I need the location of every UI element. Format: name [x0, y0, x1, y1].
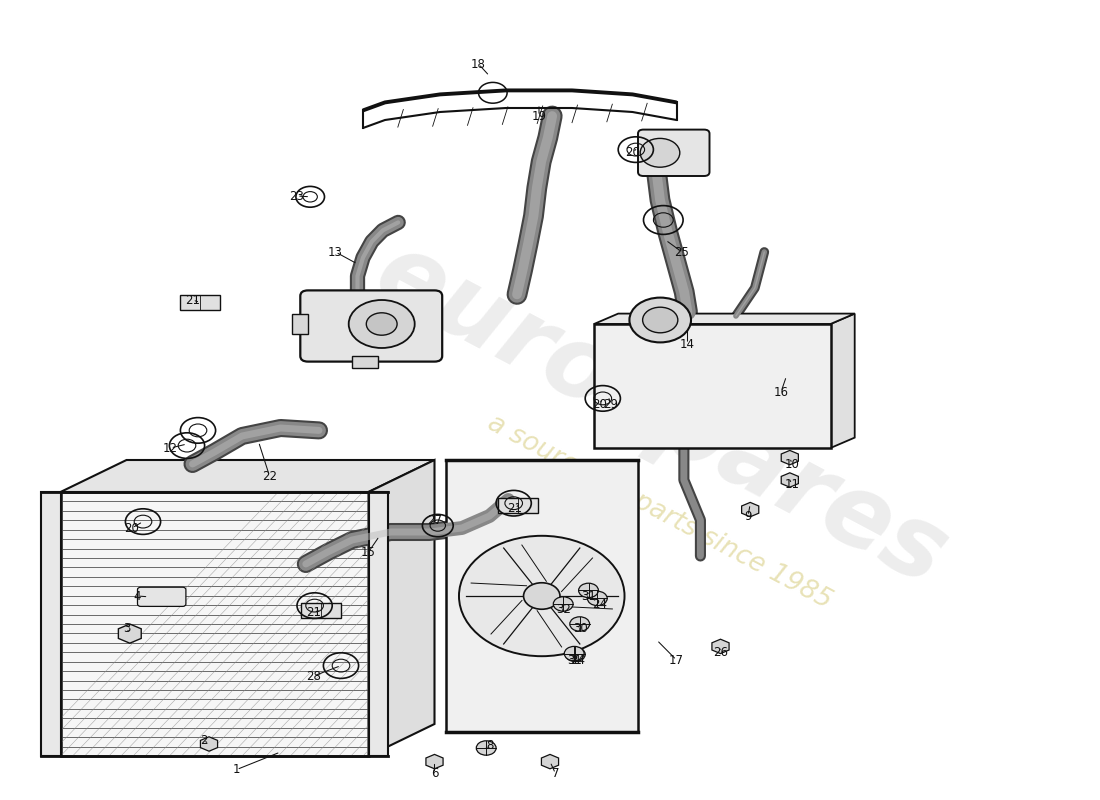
Polygon shape	[60, 460, 434, 492]
Text: 19: 19	[531, 110, 547, 122]
Text: 12: 12	[163, 442, 178, 454]
Circle shape	[349, 300, 415, 348]
Text: 8: 8	[486, 739, 493, 752]
Text: 17: 17	[669, 654, 684, 666]
Bar	[498, 498, 538, 513]
Text: 30: 30	[573, 622, 588, 634]
Bar	[180, 295, 220, 310]
Polygon shape	[741, 502, 759, 517]
Text: 1: 1	[233, 763, 240, 776]
Text: 4: 4	[134, 590, 141, 602]
Circle shape	[565, 647, 585, 662]
Polygon shape	[830, 314, 855, 448]
Circle shape	[553, 597, 573, 611]
Text: 22: 22	[262, 470, 277, 482]
Circle shape	[570, 617, 590, 631]
Text: 20: 20	[124, 522, 140, 534]
FancyBboxPatch shape	[138, 587, 186, 606]
Text: 20: 20	[625, 146, 640, 158]
Circle shape	[476, 741, 496, 755]
Text: 7: 7	[552, 767, 559, 780]
Bar	[368, 492, 388, 756]
Text: 23: 23	[289, 190, 305, 202]
Polygon shape	[60, 492, 369, 756]
Polygon shape	[781, 450, 799, 465]
Text: 21: 21	[185, 294, 200, 306]
Circle shape	[629, 298, 691, 342]
Circle shape	[366, 313, 397, 335]
Text: 13: 13	[328, 246, 343, 258]
Polygon shape	[426, 754, 443, 769]
Text: 9: 9	[745, 510, 751, 522]
Text: 15: 15	[361, 546, 376, 558]
Text: 24: 24	[592, 598, 607, 610]
Polygon shape	[594, 314, 855, 324]
Text: 3: 3	[123, 622, 130, 634]
FancyBboxPatch shape	[300, 290, 442, 362]
Bar	[41, 492, 60, 756]
Bar	[446, 460, 638, 732]
Circle shape	[642, 307, 678, 333]
Text: 31: 31	[566, 654, 582, 666]
Text: eurospares: eurospares	[358, 225, 962, 607]
FancyBboxPatch shape	[638, 130, 710, 176]
Text: 24: 24	[570, 654, 585, 666]
Circle shape	[564, 646, 584, 661]
Bar	[352, 356, 378, 368]
Bar	[594, 324, 830, 448]
Text: 10: 10	[784, 458, 800, 470]
Text: 29: 29	[603, 398, 618, 410]
Text: 27: 27	[427, 514, 442, 526]
Polygon shape	[541, 754, 559, 769]
Text: 31: 31	[581, 590, 596, 602]
Text: 14: 14	[680, 338, 695, 350]
Text: 16: 16	[773, 386, 789, 398]
Bar	[301, 603, 341, 618]
Text: 28: 28	[306, 670, 321, 682]
Text: 21: 21	[306, 606, 321, 618]
Polygon shape	[712, 639, 729, 654]
Circle shape	[587, 591, 607, 606]
Text: 18: 18	[471, 58, 486, 70]
Text: 26: 26	[713, 646, 728, 658]
Polygon shape	[119, 624, 141, 643]
Circle shape	[579, 583, 598, 598]
Polygon shape	[368, 460, 434, 756]
Polygon shape	[200, 737, 218, 751]
Text: a source for parts since 1985: a source for parts since 1985	[484, 410, 836, 614]
Text: 11: 11	[784, 478, 800, 490]
Polygon shape	[781, 473, 799, 487]
Text: 25: 25	[674, 246, 690, 258]
Text: 32: 32	[556, 603, 571, 616]
Bar	[292, 314, 308, 334]
Circle shape	[524, 582, 560, 610]
Circle shape	[640, 138, 680, 167]
Text: 21: 21	[507, 502, 522, 514]
Circle shape	[459, 536, 625, 656]
Text: 2: 2	[200, 734, 207, 746]
Text: 6: 6	[431, 767, 438, 780]
Text: 20: 20	[592, 398, 607, 410]
